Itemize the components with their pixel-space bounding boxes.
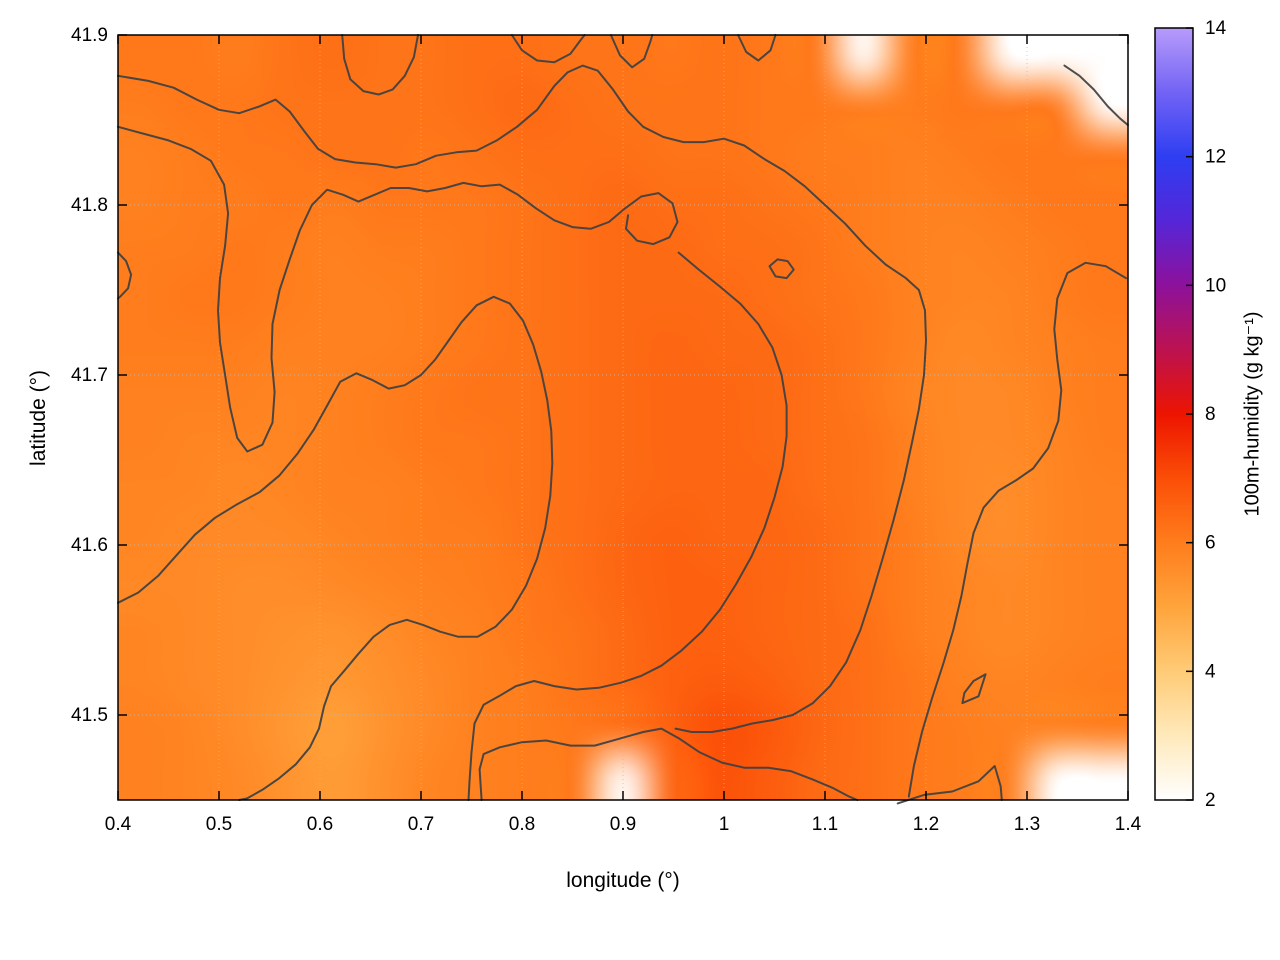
x-tick-label: 0.8 — [509, 814, 535, 835]
colorbar-tick-label: 4 — [1205, 661, 1216, 682]
x-tick-label: 1 — [719, 814, 730, 835]
contour-path — [737, 34, 777, 62]
contour-path — [117, 295, 554, 801]
y-axis-label: latitude (°) — [27, 370, 50, 466]
contour-path — [117, 125, 679, 453]
colorbar-tick-label: 8 — [1205, 404, 1216, 425]
contour-path — [907, 261, 1127, 798]
x-tick-label: 1.1 — [812, 814, 838, 835]
x-tick-label: 0.5 — [206, 814, 232, 835]
x-tick-label: 1.2 — [913, 814, 939, 835]
colorbar-tick-label: 12 — [1205, 147, 1226, 168]
contour-path — [609, 34, 654, 69]
x-tick-label: 1.3 — [1014, 814, 1040, 835]
y-tick-label: 41.6 — [71, 535, 108, 556]
contour-path — [117, 64, 927, 733]
x-axis-label: longitude (°) — [566, 869, 680, 892]
x-tick-label: 0.9 — [610, 814, 636, 835]
colorbar-label: 100m-humidity (g kg⁻¹) — [1241, 311, 1264, 517]
y-tick-label: 41.7 — [71, 365, 108, 386]
colorbar-tick-label: 6 — [1205, 533, 1216, 554]
y-tick-label: 41.9 — [71, 25, 108, 46]
x-tick-label: 0.4 — [105, 814, 132, 835]
x-tick-label: 1.4 — [1115, 814, 1142, 835]
x-tick-label: 0.7 — [408, 814, 434, 835]
colorbar-tick-label: 14 — [1205, 18, 1227, 39]
contour-path — [117, 251, 133, 300]
contour-path — [341, 34, 419, 96]
plot-frame — [117, 34, 1129, 801]
contour-path — [478, 727, 859, 801]
contour-path — [896, 765, 1003, 805]
colorbar-tick-label: 10 — [1205, 275, 1226, 296]
contour-path — [768, 258, 795, 280]
contour-path — [961, 673, 987, 705]
contour-path — [1063, 64, 1129, 127]
heatmap-canvas — [118, 35, 1128, 800]
y-tick-label: 41.5 — [71, 705, 108, 726]
colorbar-tick-label: 2 — [1205, 790, 1216, 811]
contour-path — [510, 34, 586, 64]
y-tick-label: 41.8 — [71, 195, 108, 216]
contour-path — [467, 251, 788, 801]
x-tick-label: 0.6 — [307, 814, 333, 835]
